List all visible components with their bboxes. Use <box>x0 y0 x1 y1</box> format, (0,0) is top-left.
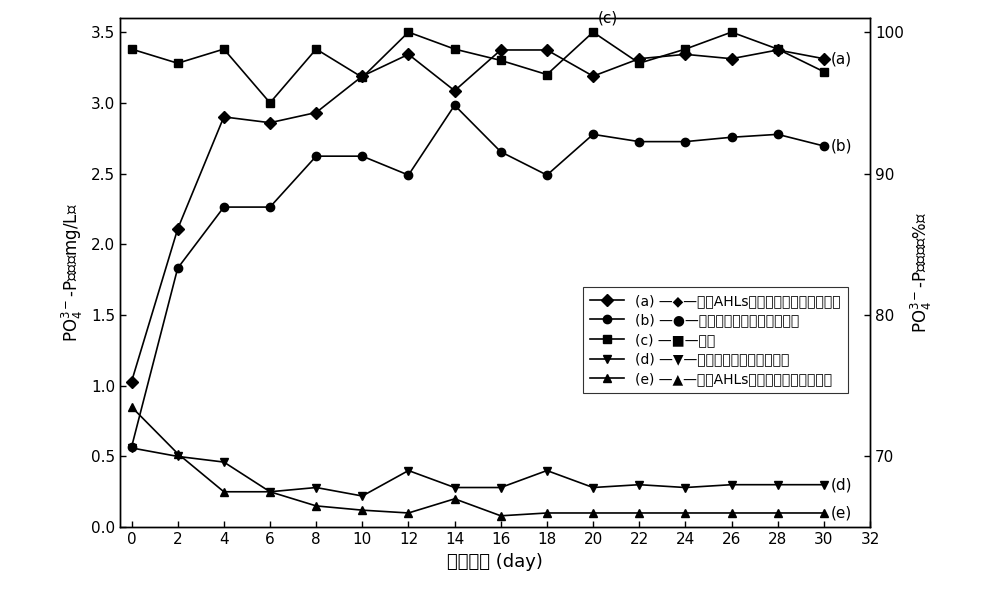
Legend: (a) —◆—外添AHLs的周丛生物反应器去除率, (b) —●—普通周丛生物反应器去除率, (c) —■—进水, (d) —▼—普通周丛生物反应器出水, (e: (a) —◆—外添AHLs的周丛生物反应器去除率, (b) —●—普通周丛生物反… <box>583 287 848 393</box>
Text: (a): (a) <box>831 51 852 66</box>
Y-axis label: PO$_4^{3-}$-P去除率（%）: PO$_4^{3-}$-P去除率（%） <box>909 212 934 333</box>
Text: (d): (d) <box>831 477 852 492</box>
X-axis label: 运行时间 (day): 运行时间 (day) <box>447 552 543 570</box>
Text: (b): (b) <box>831 138 852 153</box>
Text: (c): (c) <box>598 10 618 25</box>
Text: (e): (e) <box>831 506 852 521</box>
Y-axis label: PO$_4^{3-}$-P浓度（mg/L）: PO$_4^{3-}$-P浓度（mg/L） <box>60 203 85 342</box>
